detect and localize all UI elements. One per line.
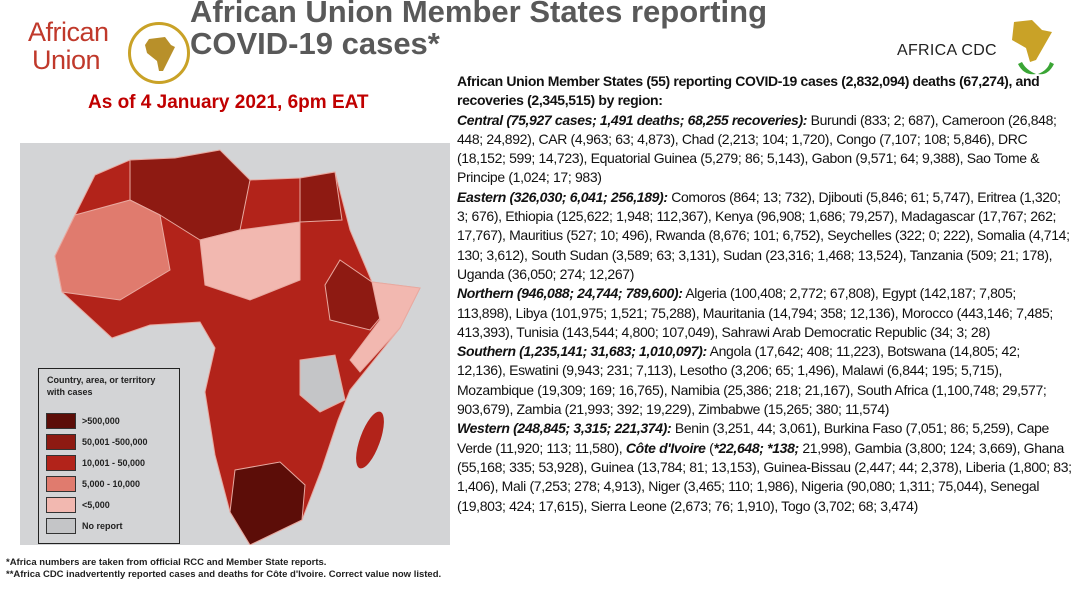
legend-item: >500,000	[46, 410, 179, 431]
map-legend: Country, area, or territory with cases >…	[38, 368, 180, 544]
legend-label: <5,000	[82, 499, 110, 510]
au-logo-line1: African	[28, 17, 109, 47]
country-name-highlight: Côte d'Ivoire	[625, 439, 706, 456]
region-countries: Angola (17,642; 408; 11,223), Botswana (…	[457, 343, 1047, 418]
page-title: African Union Member States reporting CO…	[190, 0, 768, 61]
region-tanzania	[299, 354, 346, 413]
region-egypt	[299, 171, 343, 223]
corrected-values: *22,648; *138;	[713, 439, 799, 456]
region-countries: Algeria (100,408; 2,772; 67,808), Egypt …	[457, 285, 1053, 340]
region-south-africa	[229, 461, 306, 546]
legend-title: Country, area, or territory with cases	[47, 375, 156, 397]
summary-intro: African Union Member States (55) reporti…	[457, 73, 1040, 109]
region-header: Central (75,927 cases; 1,491 deaths; 68,…	[457, 111, 808, 128]
region-paragraph: Central (75,927 cases; 1,491 deaths; 68,…	[457, 111, 1072, 188]
legend-label: >500,000	[82, 415, 120, 426]
legend-item: 10,001 - 50,000	[46, 452, 179, 473]
legend-label: 10,001 - 50,000	[82, 457, 146, 468]
africa-cdc-logo	[896, 18, 1066, 82]
region-sahel-light	[199, 221, 301, 301]
region-somalia	[349, 281, 421, 373]
au-emblem-icon	[128, 22, 190, 84]
legend-swatch	[46, 496, 76, 513]
legend-item: <5,000	[46, 494, 179, 515]
country-values: 21,998),	[798, 439, 855, 456]
region-header: Northern (946,088; 24,744; 789,600):	[457, 285, 683, 302]
country-values: (	[705, 439, 714, 456]
au-logo-line2: Union	[32, 45, 101, 75]
africa-map	[20, 143, 450, 546]
region-paragraph: Western (248,845; 3,315; 221,374): Benin…	[457, 419, 1072, 515]
report-date: As of 4 January 2021, 6pm EAT	[88, 92, 369, 113]
region-countries: Burundi (833; 2; 687), Cameroon (26,848;…	[457, 111, 1057, 186]
au-logo-text: African Union	[28, 18, 109, 74]
footnote-1: *Africa numbers are taken from official …	[6, 557, 327, 568]
footnotes: *Africa numbers are taken from official …	[6, 557, 451, 581]
legend-label: No report	[82, 520, 123, 531]
region-header: Southern (1,235,141; 31,683; 1,010,097):	[457, 343, 707, 360]
legend-label: 50,001 -500,000	[82, 436, 148, 447]
legend-swatch	[46, 433, 76, 450]
regional-summary-panel: African Union Member States (55) reporti…	[457, 72, 1072, 516]
legend-item: 50,001 -500,000	[46, 431, 179, 452]
region-paragraph: Northern (946,088; 24,744; 789,600): Alg…	[457, 284, 1072, 342]
region-countries: Benin (3,251, 44; 3,061), Burkina Faso (…	[457, 420, 1049, 456]
legend-swatch	[46, 412, 76, 429]
region-header: Eastern (326,030; 6,041; 256,189):	[457, 188, 668, 205]
legend-swatch	[46, 454, 76, 471]
region-paragraph: Southern (1,235,141; 31,683; 1,010,097):…	[457, 342, 1072, 419]
region-countries-continued: Gambia (3,800; 124; 3,669), Ghana (55,16…	[457, 439, 1072, 514]
legend-item: No report	[46, 515, 179, 536]
footnote-2: **Africa CDC inadvertently reported case…	[6, 569, 442, 580]
region-west-mid	[54, 199, 171, 301]
legend-label: 5,000 - 10,000	[82, 478, 141, 489]
legend-swatch	[46, 517, 76, 534]
region-countries: Comoros (864; 13; 732), Djibouti (5,846;…	[457, 188, 1070, 282]
region-madagascar	[356, 411, 384, 469]
africa-cdc-text: AFRICA CDC	[897, 42, 997, 59]
region-paragraph: Eastern (326,030; 6,041; 256,189): Comor…	[457, 188, 1072, 284]
legend-swatch	[46, 475, 76, 492]
region-header: Western (248,845; 3,315; 221,374):	[457, 420, 672, 437]
legend-item: 5,000 - 10,000	[46, 473, 179, 494]
